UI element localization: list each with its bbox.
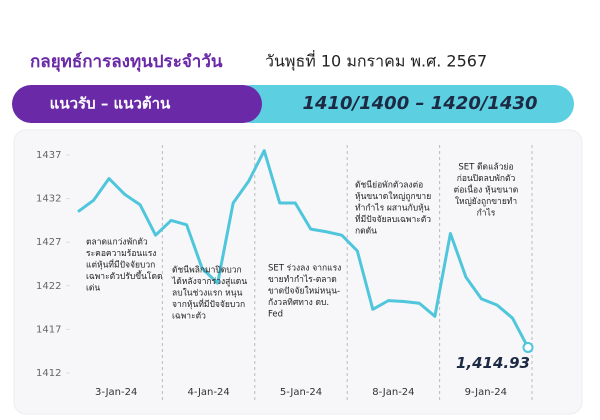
price-line	[77, 149, 530, 349]
chart-subtitle: วันพุธที่ 10 มกราคม พ.ศ. 2567	[265, 50, 487, 72]
banner-value: 1410/1400 – 1420/1430	[302, 93, 537, 114]
banner-pill	[12, 85, 262, 123]
y-tick-label: 1412	[36, 368, 61, 379]
annotation: ที่มีปัจจัยลบเฉพาะตัว	[355, 213, 431, 225]
end-point	[522, 341, 534, 353]
annotation: จากหุ้นที่มีปัจจัยบวก	[172, 298, 245, 310]
annotation: ลบในช่วงแรก หนุน	[172, 288, 243, 299]
x-tick-label: 5-Jan-24	[280, 387, 322, 398]
annotation: เฉพาะตัวปรับขึ้นโดด	[86, 270, 163, 282]
annotation: ขายทำกำไร-ตลาด	[268, 274, 337, 285]
x-tick-label: 3-Jan-24	[95, 387, 137, 398]
annotation: ตลาดแกว่งพักตัว	[86, 238, 148, 248]
annotation: ก่อนปิดลบพักตัว	[457, 174, 516, 184]
annotation: ต่อเนื่อง หุ้นขนาด	[454, 184, 519, 196]
annotation: เฉพาะตัว	[172, 312, 206, 322]
annotation: ขาดปัจจัยใหม่หนุน-	[268, 286, 340, 297]
annotation: Fed	[268, 310, 283, 320]
x-tick-label: 9-Jan-24	[465, 387, 507, 398]
annotation: หุ้นขนาดใหญ่ถูกขาย	[355, 191, 431, 202]
y-tick-label: 1427	[36, 237, 61, 248]
y-tick-label: 1432	[36, 194, 61, 205]
x-tick-label: 8-Jan-24	[372, 387, 414, 398]
annotation: SET ร่วงลง จากแรง	[268, 264, 341, 274]
annotation: ดัชนีพลิกมาปิดบวก	[172, 265, 242, 276]
annotation: ดัชนีย่อพักตัวลงต่อ	[355, 180, 423, 191]
y-tick-label: 1437	[36, 150, 61, 161]
annotation: ได้หลังจากร่วงสู่แดน	[171, 276, 247, 287]
annotation: เด่น	[86, 284, 100, 294]
chart-title: กลยุทธ์การลงทุนประจำวัน	[30, 51, 223, 72]
banner-label: แนวรับ – แนวต้าน	[50, 95, 171, 113]
y-tick-label: 1422	[36, 281, 61, 292]
annotation: กำไร	[477, 208, 496, 219]
x-tick-label: 4-Jan-24	[187, 387, 229, 398]
annotation: กังวลทิศทาง ดบ.	[268, 298, 329, 308]
annotation: ทำกำไร ผสานกับหุ้น	[355, 203, 430, 214]
y-tick-label: 1417	[36, 324, 61, 335]
annotation: กดดัน	[355, 227, 377, 237]
banner-bar	[232, 85, 574, 123]
annotation: ระคอความร้อนแรง	[86, 248, 156, 259]
annotation: แต่หุ้นที่มีปัจจัยบวก	[86, 259, 155, 271]
annotation: SET ดีดแล้วย่อ	[458, 162, 513, 173]
end-value-label: 1,414.93	[456, 354, 530, 372]
annotation: ใหญ่ยังถูกขายทำ	[455, 196, 517, 207]
